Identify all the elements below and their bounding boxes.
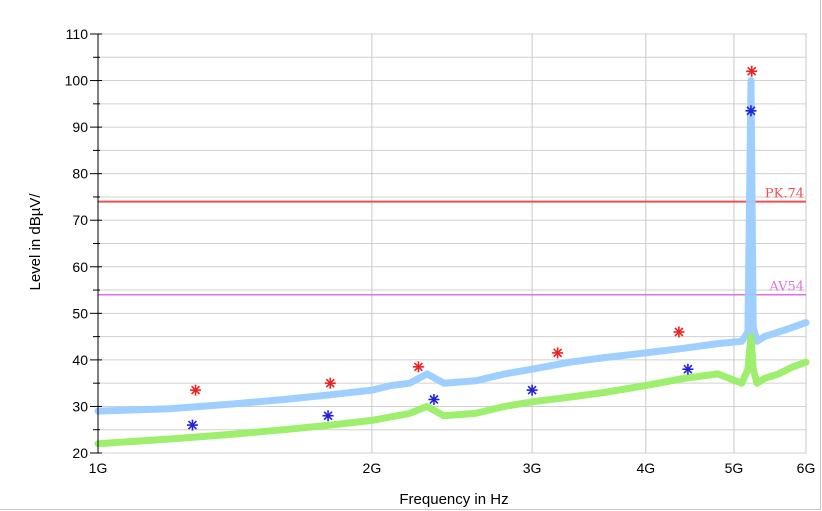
marker <box>745 105 757 117</box>
x-tick-label: 5G <box>725 460 744 476</box>
x-tick-label: 6G <box>797 460 816 476</box>
marker-stroke <box>747 66 757 76</box>
y-tick-label: 50 <box>72 305 88 321</box>
marker-stroke <box>527 385 537 395</box>
marker-stroke <box>413 362 423 372</box>
marker-stroke <box>191 385 201 395</box>
series-group <box>94 77 810 448</box>
marker <box>322 410 334 422</box>
marker-stroke <box>325 378 335 388</box>
marker-stroke <box>429 394 439 404</box>
marker-stroke <box>187 420 197 430</box>
y-tick-label: 90 <box>72 119 88 135</box>
y-tick-label: 80 <box>72 166 88 182</box>
y-tick-label: 70 <box>72 212 88 228</box>
y-tick-label: 40 <box>72 352 88 368</box>
x-tick-label: 2G <box>363 460 382 476</box>
y-tick-label: 110 <box>66 26 89 42</box>
marker <box>682 363 694 375</box>
marker-stroke <box>674 327 684 337</box>
marker <box>552 347 564 359</box>
series-line <box>94 333 810 448</box>
marker <box>428 393 440 405</box>
grid <box>97 33 807 454</box>
limit-lines: PK.74 AV54 <box>98 187 806 296</box>
y-axis-title: Level in dBµV/ <box>27 193 44 291</box>
marker-stroke <box>323 411 333 421</box>
marker-stroke <box>683 364 693 374</box>
limit-line-label: PK.74 <box>765 187 804 202</box>
x-tick-label: 1G <box>89 460 108 476</box>
marker <box>190 384 202 396</box>
y-tick-label: 60 <box>72 259 88 275</box>
marker <box>526 384 538 396</box>
x-tick-label: 3G <box>523 460 542 476</box>
marker <box>412 361 424 373</box>
marker <box>746 65 758 77</box>
limit-line-label: AV54 <box>768 280 804 295</box>
marker-stroke <box>746 106 756 116</box>
markers <box>186 65 758 431</box>
marker <box>673 326 685 338</box>
y-tick-label: 30 <box>72 398 88 414</box>
axes: 20 30 40 50 60 70 80 90 100 110 1G 2G 3G 4G 5G 6G <box>65 26 816 476</box>
y-tick-label: 100 <box>65 73 89 89</box>
marker <box>324 377 336 389</box>
y-tick-label: 20 <box>72 445 88 461</box>
x-axis-title: Frequency in Hz <box>399 491 508 508</box>
marker-stroke <box>553 348 563 358</box>
marker <box>186 419 198 431</box>
x-tick-label: 4G <box>636 460 655 476</box>
series-line <box>94 77 810 415</box>
